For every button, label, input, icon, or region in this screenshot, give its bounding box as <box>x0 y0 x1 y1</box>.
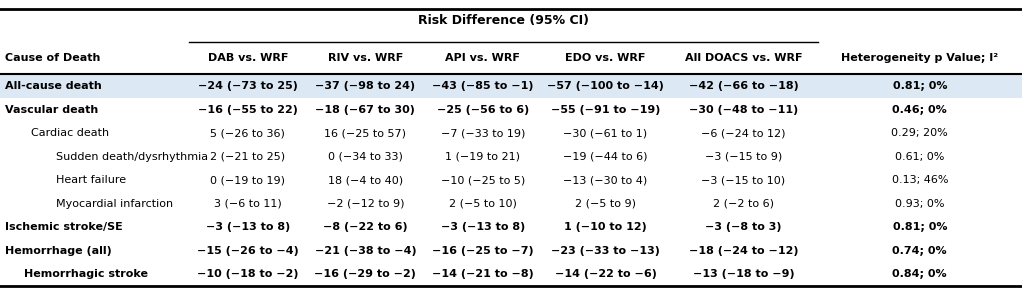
Text: −3 (−13 to 8): −3 (−13 to 8) <box>205 222 290 232</box>
Text: −10 (−18 to −2): −10 (−18 to −2) <box>197 270 298 279</box>
Text: −57 (−100 to −14): −57 (−100 to −14) <box>547 81 664 91</box>
Text: −15 (−26 to −4): −15 (−26 to −4) <box>197 246 298 256</box>
Text: −3 (−13 to 8): −3 (−13 to 8) <box>440 222 525 232</box>
Text: 0.74; 0%: 0.74; 0% <box>892 246 947 256</box>
Text: RIV vs. WRF: RIV vs. WRF <box>328 53 403 63</box>
Text: API vs. WRF: API vs. WRF <box>446 53 520 63</box>
Text: −30 (−48 to −11): −30 (−48 to −11) <box>689 105 798 115</box>
Text: Heart failure: Heart failure <box>42 175 126 185</box>
Text: −10 (−25 to 5): −10 (−25 to 5) <box>440 175 525 185</box>
Text: All DOACS vs. WRF: All DOACS vs. WRF <box>685 53 802 63</box>
Text: 0.29; 20%: 0.29; 20% <box>891 128 948 138</box>
Text: DAB vs. WRF: DAB vs. WRF <box>207 53 288 63</box>
Text: 0 (−34 to 33): 0 (−34 to 33) <box>328 152 403 162</box>
Text: −3 (−8 to 3): −3 (−8 to 3) <box>705 222 782 232</box>
Text: Vascular death: Vascular death <box>5 105 98 115</box>
Text: −55 (−91 to −19): −55 (−91 to −19) <box>551 105 660 115</box>
Text: 18 (−4 to 40): 18 (−4 to 40) <box>328 175 403 185</box>
Text: 2 (−2 to 6): 2 (−2 to 6) <box>713 199 774 209</box>
Text: 0 (−19 to 19): 0 (−19 to 19) <box>211 175 285 185</box>
Text: −42 (−66 to −18): −42 (−66 to −18) <box>689 81 798 91</box>
Text: −13 (−18 to −9): −13 (−18 to −9) <box>693 270 794 279</box>
Text: 1 (−10 to 12): 1 (−10 to 12) <box>564 222 647 232</box>
Text: 0.46; 0%: 0.46; 0% <box>892 105 947 115</box>
Text: 0.81; 0%: 0.81; 0% <box>892 81 947 91</box>
Text: 2 (−21 to 25): 2 (−21 to 25) <box>211 152 285 162</box>
Text: 2 (−5 to 10): 2 (−5 to 10) <box>449 199 517 209</box>
Text: 1 (−19 to 21): 1 (−19 to 21) <box>446 152 520 162</box>
Text: EDO vs. WRF: EDO vs. WRF <box>565 53 646 63</box>
Text: 0.93; 0%: 0.93; 0% <box>895 199 944 209</box>
Text: Hemorrhagic stroke: Hemorrhagic stroke <box>24 270 147 279</box>
Text: 16 (−25 to 57): 16 (−25 to 57) <box>324 128 407 138</box>
Text: −14 (−21 to −8): −14 (−21 to −8) <box>432 270 533 279</box>
Text: 0.81; 0%: 0.81; 0% <box>892 222 947 232</box>
Text: Risk Difference (95% CI): Risk Difference (95% CI) <box>418 14 589 27</box>
Text: −24 (−73 to 25): −24 (−73 to 25) <box>198 81 297 91</box>
Text: All-cause death: All-cause death <box>5 81 102 91</box>
Bar <box>0 74 1022 98</box>
Text: −19 (−44 to 6): −19 (−44 to 6) <box>563 152 648 162</box>
Text: −13 (−30 to 4): −13 (−30 to 4) <box>563 175 648 185</box>
Text: 2 (−5 to 9): 2 (−5 to 9) <box>575 199 636 209</box>
Text: Cause of Death: Cause of Death <box>5 53 100 63</box>
Text: −30 (−61 to 1): −30 (−61 to 1) <box>563 128 648 138</box>
Text: −16 (−29 to −2): −16 (−29 to −2) <box>315 270 416 279</box>
Text: −8 (−22 to 6): −8 (−22 to 6) <box>323 222 408 232</box>
Text: −18 (−24 to −12): −18 (−24 to −12) <box>689 246 798 256</box>
Text: 0.84; 0%: 0.84; 0% <box>892 270 947 279</box>
Text: 5 (−26 to 36): 5 (−26 to 36) <box>211 128 285 138</box>
Text: −18 (−67 to 30): −18 (−67 to 30) <box>316 105 415 115</box>
Text: 0.61; 0%: 0.61; 0% <box>895 152 944 162</box>
Text: −16 (−55 to 22): −16 (−55 to 22) <box>198 105 297 115</box>
Text: −3 (−15 to 10): −3 (−15 to 10) <box>701 175 786 185</box>
Text: −2 (−12 to 9): −2 (−12 to 9) <box>327 199 404 209</box>
Text: −6 (−24 to 12): −6 (−24 to 12) <box>701 128 786 138</box>
Text: −37 (−98 to 24): −37 (−98 to 24) <box>316 81 415 91</box>
Text: Myocardial infarction: Myocardial infarction <box>42 199 173 209</box>
Text: −25 (−56 to 6): −25 (−56 to 6) <box>436 105 529 115</box>
Text: 3 (−6 to 11): 3 (−6 to 11) <box>214 199 282 209</box>
Text: Hemorrhage (all): Hemorrhage (all) <box>5 246 111 256</box>
Text: −16 (−25 to −7): −16 (−25 to −7) <box>432 246 533 256</box>
Text: −14 (−22 to −6): −14 (−22 to −6) <box>555 270 656 279</box>
Text: −7 (−33 to 19): −7 (−33 to 19) <box>440 128 525 138</box>
Text: −3 (−15 to 9): −3 (−15 to 9) <box>705 152 782 162</box>
Text: 0.13; 46%: 0.13; 46% <box>891 175 948 185</box>
Text: −43 (−85 to −1): −43 (−85 to −1) <box>432 81 533 91</box>
Text: Cardiac death: Cardiac death <box>24 128 108 138</box>
Text: −23 (−33 to −13): −23 (−33 to −13) <box>551 246 660 256</box>
Text: −21 (−38 to −4): −21 (−38 to −4) <box>315 246 416 256</box>
Text: Ischemic stroke/SE: Ischemic stroke/SE <box>5 222 123 232</box>
Text: Heterogeneity p Value; I²: Heterogeneity p Value; I² <box>841 53 998 63</box>
Text: Sudden death/dysrhythmia: Sudden death/dysrhythmia <box>42 152 208 162</box>
